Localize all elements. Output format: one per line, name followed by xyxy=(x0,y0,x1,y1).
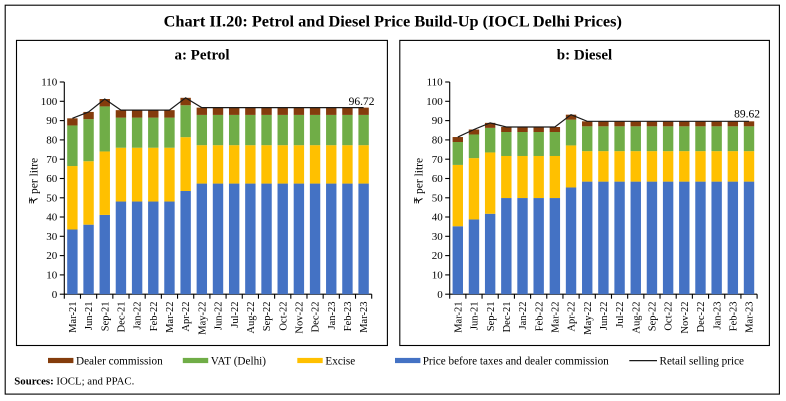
svg-text:Oct-22: Oct-22 xyxy=(664,302,675,331)
svg-text:Sep-22: Sep-22 xyxy=(648,302,659,332)
svg-text:Jun-22: Jun-22 xyxy=(599,302,610,331)
svg-text:Jun-21: Jun-21 xyxy=(84,302,95,331)
svg-text:40: 40 xyxy=(432,212,444,224)
svg-text:80: 80 xyxy=(46,135,58,147)
svg-text:50: 50 xyxy=(432,192,444,204)
svg-text:Dec-21: Dec-21 xyxy=(117,302,128,333)
svg-text:110: 110 xyxy=(427,77,444,89)
svg-text:Sep-21: Sep-21 xyxy=(100,302,111,332)
svg-text:Nov-22: Nov-22 xyxy=(294,302,305,334)
svg-text:96.72: 96.72 xyxy=(349,96,375,108)
svg-text:Dealer commission: Dealer commission xyxy=(76,356,163,368)
svg-text:Dec-22: Dec-22 xyxy=(696,302,707,333)
svg-text:Mar-22: Mar-22 xyxy=(165,302,176,333)
svg-text:Mar-22: Mar-22 xyxy=(550,302,561,333)
svg-text:Feb-22: Feb-22 xyxy=(149,302,160,332)
svg-text:Nov-22: Nov-22 xyxy=(680,302,691,334)
svg-text:Jan-22: Jan-22 xyxy=(133,302,144,330)
svg-text:Apr-22: Apr-22 xyxy=(567,302,578,332)
svg-text:Jan-22: Jan-22 xyxy=(518,302,529,330)
svg-text:90: 90 xyxy=(46,115,58,127)
svg-text:10: 10 xyxy=(432,270,444,282)
svg-text:Jan-23: Jan-23 xyxy=(712,302,723,330)
svg-text:Mar-23: Mar-23 xyxy=(359,302,370,333)
svg-text:Sources: IOCL; and PPAC.: Sources: IOCL; and PPAC. xyxy=(14,376,134,388)
svg-text:Dec-21: Dec-21 xyxy=(502,302,513,333)
svg-text:80: 80 xyxy=(432,135,444,147)
svg-text:₹ per litre: ₹ per litre xyxy=(28,158,40,204)
svg-text:70: 70 xyxy=(432,154,444,166)
svg-text:VAT (Delhi): VAT (Delhi) xyxy=(211,356,266,368)
svg-text:100: 100 xyxy=(41,96,58,108)
svg-text:Jan-23: Jan-23 xyxy=(327,302,338,330)
svg-text:Mar-21: Mar-21 xyxy=(68,302,79,333)
svg-text:Feb-22: Feb-22 xyxy=(534,302,545,332)
svg-text:Aug-22: Aug-22 xyxy=(631,302,642,334)
svg-text:30: 30 xyxy=(432,231,444,243)
svg-text:Jun-22: Jun-22 xyxy=(214,302,225,331)
svg-text:0: 0 xyxy=(52,289,58,301)
svg-text:0: 0 xyxy=(437,289,443,301)
svg-text:Jul-22: Jul-22 xyxy=(230,302,241,328)
svg-text:60: 60 xyxy=(46,173,58,185)
svg-text:20: 20 xyxy=(432,250,444,262)
svg-text:70: 70 xyxy=(46,154,58,166)
svg-text:Dec-22: Dec-22 xyxy=(311,302,322,333)
svg-text:Excise: Excise xyxy=(325,356,355,368)
svg-text:Chart II.20: Petrol and Diesel: Chart II.20: Petrol and Diesel Price Bui… xyxy=(164,11,622,30)
svg-text:₹ per litre: ₹ per litre xyxy=(414,158,426,204)
svg-text:Mar-23: Mar-23 xyxy=(745,302,756,333)
svg-text:Jul-22: Jul-22 xyxy=(615,302,626,328)
svg-text:60: 60 xyxy=(432,173,444,185)
svg-text:Sep-22: Sep-22 xyxy=(262,302,273,332)
svg-text:Retail selling price: Retail selling price xyxy=(660,356,745,368)
svg-text:Mar-21: Mar-21 xyxy=(453,302,464,333)
svg-text:Feb-23: Feb-23 xyxy=(728,302,739,332)
svg-text:20: 20 xyxy=(46,250,58,262)
svg-text:May-22: May-22 xyxy=(197,302,208,335)
svg-text:Price before taxes and dealer: Price before taxes and dealer commission xyxy=(423,356,609,368)
svg-text:30: 30 xyxy=(46,231,58,243)
svg-text:Sep-21: Sep-21 xyxy=(486,302,497,332)
svg-text:100: 100 xyxy=(426,96,443,108)
svg-text:Oct-22: Oct-22 xyxy=(278,302,289,331)
svg-text:40: 40 xyxy=(46,212,58,224)
svg-text:Apr-22: Apr-22 xyxy=(181,302,192,332)
svg-text:90: 90 xyxy=(432,115,444,127)
svg-text:Jun-21: Jun-21 xyxy=(470,302,481,331)
svg-text:Feb-23: Feb-23 xyxy=(343,302,354,332)
svg-text:a: Petrol: a: Petrol xyxy=(174,48,229,64)
svg-text:89.62: 89.62 xyxy=(734,109,760,121)
svg-text:50: 50 xyxy=(46,192,58,204)
svg-text:Aug-22: Aug-22 xyxy=(246,302,257,334)
svg-text:b: Diesel: b: Diesel xyxy=(557,48,612,64)
svg-text:110: 110 xyxy=(41,77,58,89)
svg-text:10: 10 xyxy=(46,270,58,282)
svg-text:May-22: May-22 xyxy=(583,302,594,335)
